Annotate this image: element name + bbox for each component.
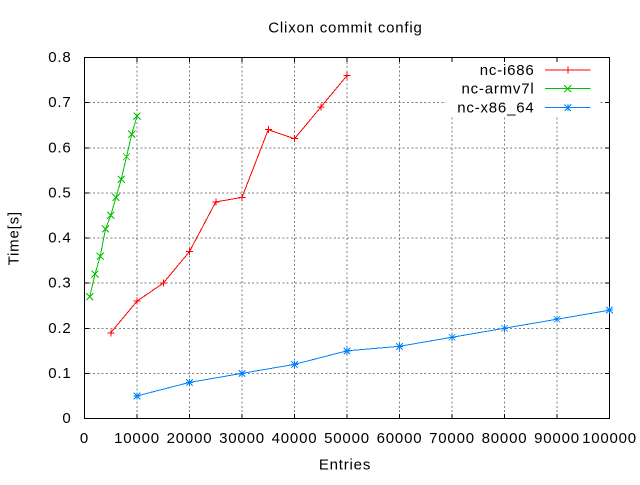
svg-text:nc-i686: nc-i686	[480, 62, 535, 79]
svg-text:90000: 90000	[534, 430, 580, 447]
svg-text:0: 0	[62, 410, 71, 427]
svg-text:60000: 60000	[377, 430, 423, 447]
svg-text:0.4: 0.4	[48, 230, 71, 247]
svg-text:40000: 40000	[272, 430, 318, 447]
svg-text:50000: 50000	[324, 430, 370, 447]
svg-text:100000: 100000	[582, 430, 637, 447]
svg-text:0.1: 0.1	[48, 365, 71, 382]
svg-text:0.5: 0.5	[48, 184, 71, 201]
svg-text:Time[s]: Time[s]	[6, 211, 23, 265]
svg-text:nc-armv7l: nc-armv7l	[461, 81, 534, 98]
svg-text:0: 0	[80, 430, 89, 447]
svg-text:0.3: 0.3	[48, 275, 71, 292]
svg-text:70000: 70000	[429, 430, 475, 447]
svg-text:20000: 20000	[167, 430, 213, 447]
svg-text:Entries: Entries	[319, 457, 371, 474]
svg-text:Clixon commit config: Clixon commit config	[268, 19, 422, 36]
svg-text:0.7: 0.7	[48, 94, 71, 111]
svg-text:0.8: 0.8	[48, 49, 71, 66]
svg-text:nc-x86_64: nc-x86_64	[457, 100, 534, 117]
svg-text:10000: 10000	[114, 430, 160, 447]
svg-text:30000: 30000	[219, 430, 265, 447]
svg-text:0.2: 0.2	[48, 320, 71, 337]
svg-text:80000: 80000	[482, 430, 528, 447]
svg-text:0.6: 0.6	[48, 139, 71, 156]
